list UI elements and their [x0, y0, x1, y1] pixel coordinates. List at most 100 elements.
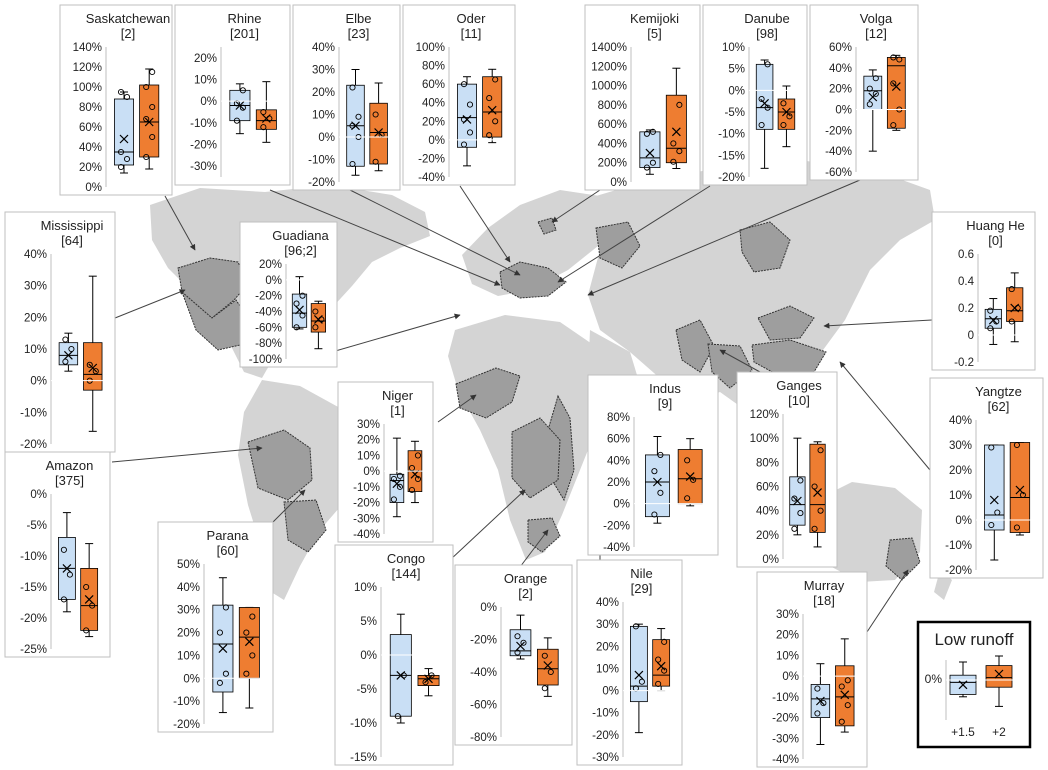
- y-tick-label: -20%: [418, 153, 445, 165]
- box-saskatchewan-20-point: [143, 153, 150, 161]
- boxplot-panels: Saskatchewan[2]0%20%40%60%80%100%120%140…: [4, 4, 1044, 768]
- box-mississippi-20-point: [92, 368, 99, 375]
- y-tick-label: -20%: [603, 520, 630, 532]
- box-saskatchewan-15-mean: [119, 134, 129, 144]
- y-tick-label: 0%: [480, 602, 497, 614]
- box-niger-15-point: [396, 472, 403, 479]
- box-volga-20-box: [886, 57, 906, 129]
- box-orange-20-point: [547, 668, 554, 676]
- y-tick-label: 1000%: [591, 81, 627, 93]
- panel-title: Volga: [860, 11, 893, 26]
- box-oder-20-box: [482, 76, 503, 138]
- box-niger-15-point: [396, 483, 403, 490]
- arrow-volga: [587, 179, 861, 296]
- box-indus-15-box: [645, 454, 670, 518]
- y-tick-label: 1200%: [591, 61, 627, 73]
- y-tick-label: -10%: [190, 118, 217, 130]
- box-saskatchewan-20-mean: [144, 117, 154, 127]
- y-tick-label: 20%: [357, 435, 380, 447]
- y-tick-label: 10%: [722, 42, 745, 54]
- arrow-rhine: [269, 189, 501, 286]
- panel-count: [375]: [55, 473, 84, 488]
- box-oder-20-point: [492, 118, 499, 125]
- y-tick-label: -40%: [353, 529, 380, 541]
- box-indus-15-point: [651, 468, 658, 475]
- basin-parana: [283, 499, 327, 553]
- y-tick-label: 20%: [177, 628, 200, 640]
- box-oder-15-point: [460, 141, 468, 148]
- y-tick-label: -20%: [718, 172, 745, 184]
- y-tick-label: -10%: [20, 407, 47, 419]
- y-tick-label: 80%: [756, 457, 779, 469]
- panel-count: [96;2]: [284, 243, 317, 258]
- box-huang-he-20-point: [1008, 318, 1015, 325]
- panel-count: [11]: [461, 26, 482, 41]
- y-tick-label: 60%: [829, 42, 852, 54]
- y-tick-label: -15%: [20, 582, 47, 594]
- legend-box-20-mean: [994, 669, 1004, 679]
- y-tick-label: -10%: [592, 708, 619, 720]
- panel-oder: Oder[11] -40% -20% 0% 20% 40% 60% 80% 100%: [402, 4, 516, 186]
- y-tick-label: 0%: [183, 673, 200, 685]
- y-tick-label: -20%: [308, 177, 335, 189]
- y-tick-label: 0%: [363, 466, 380, 478]
- box-elbe-15-mean: [351, 121, 360, 131]
- box-mississippi-20-box: [83, 342, 103, 391]
- y-tick-label: -10%: [353, 482, 380, 494]
- y-tick-label: -30%: [772, 733, 799, 745]
- y-tick-label: 10%: [354, 582, 377, 594]
- legend: Low runoff 0% +1.5 +2: [916, 620, 1032, 749]
- panel-title: Guadiana: [272, 228, 329, 243]
- y-tick-label: 0%: [200, 96, 217, 108]
- box-amazon-15-point: [60, 596, 67, 603]
- panel-title: Elbe: [345, 11, 371, 26]
- box-danube-15-point: [758, 95, 765, 103]
- box-ganges-20-point: [817, 447, 824, 454]
- box-oder-20-point: [492, 76, 499, 83]
- box-saskatchewan-20-point: [149, 133, 156, 141]
- y-tick-label: 20%: [24, 312, 47, 324]
- panel-title: Danube: [744, 11, 790, 26]
- box-elbe-20-point: [372, 158, 379, 165]
- y-tick-label: -40%: [772, 754, 799, 766]
- box-volga-15-point: [872, 90, 879, 97]
- y-tick-label: -20%: [353, 498, 380, 510]
- box-congo-20-point: [428, 672, 435, 679]
- panel-frame: [239, 221, 338, 368]
- box-parana-15-point: [222, 604, 229, 611]
- box-danube-20-box: [777, 98, 796, 130]
- box-amazon-20-mean: [84, 594, 94, 604]
- arrow-oder: [459, 185, 511, 263]
- y-tick-label: 30%: [177, 605, 200, 617]
- y-tick-label: -5%: [27, 520, 47, 532]
- panel-amazon: Amazon[375] -25% -20% -15% -10% -5% 0%: [4, 451, 111, 658]
- y-tick-label: 20%: [756, 530, 779, 542]
- panel-elbe: Elbe[23] -20% -10% 0% 10% 20% 30% 40%: [292, 4, 401, 191]
- basin-kemijoki: [537, 217, 557, 235]
- panel-count: [29]: [631, 581, 653, 596]
- y-tick-label: -80%: [255, 338, 282, 350]
- box-amazon-20-point: [83, 627, 90, 634]
- panel-orange: Orange[2] -80% -60% -40% -20% 0%: [454, 564, 573, 746]
- box-saskatchewan-15-point: [123, 155, 131, 163]
- y-tick-label: 60%: [607, 434, 630, 446]
- y-tick-label: 30%: [596, 619, 619, 631]
- box-orange-15-point: [514, 633, 521, 640]
- y-tick-label: 140%: [73, 42, 102, 54]
- box-parana-15-point: [216, 679, 223, 686]
- y-tick-label: 20%: [829, 84, 852, 96]
- box-orange-20-point: [541, 652, 548, 659]
- panel-guadiana: Guadiana[96;2] -100% -80% -60% -40% -20% 0% 20%: [239, 221, 338, 368]
- box-murray-20-point: [844, 677, 851, 684]
- panel-count: [2]: [121, 26, 135, 41]
- box-saskatchewan-15-point: [123, 93, 131, 101]
- y-tick-label: 0%: [613, 499, 630, 511]
- box-volga-15-point: [872, 75, 879, 82]
- legend-series-1: +1.5: [951, 725, 975, 739]
- arrow-murray: [864, 569, 909, 636]
- box-oder-15-mean: [462, 115, 472, 124]
- y-tick-label: 40%: [756, 506, 779, 518]
- panel-title: Nile: [630, 566, 652, 581]
- box-danube-15-box: [755, 63, 774, 130]
- box-ganges-20-mean: [813, 488, 822, 497]
